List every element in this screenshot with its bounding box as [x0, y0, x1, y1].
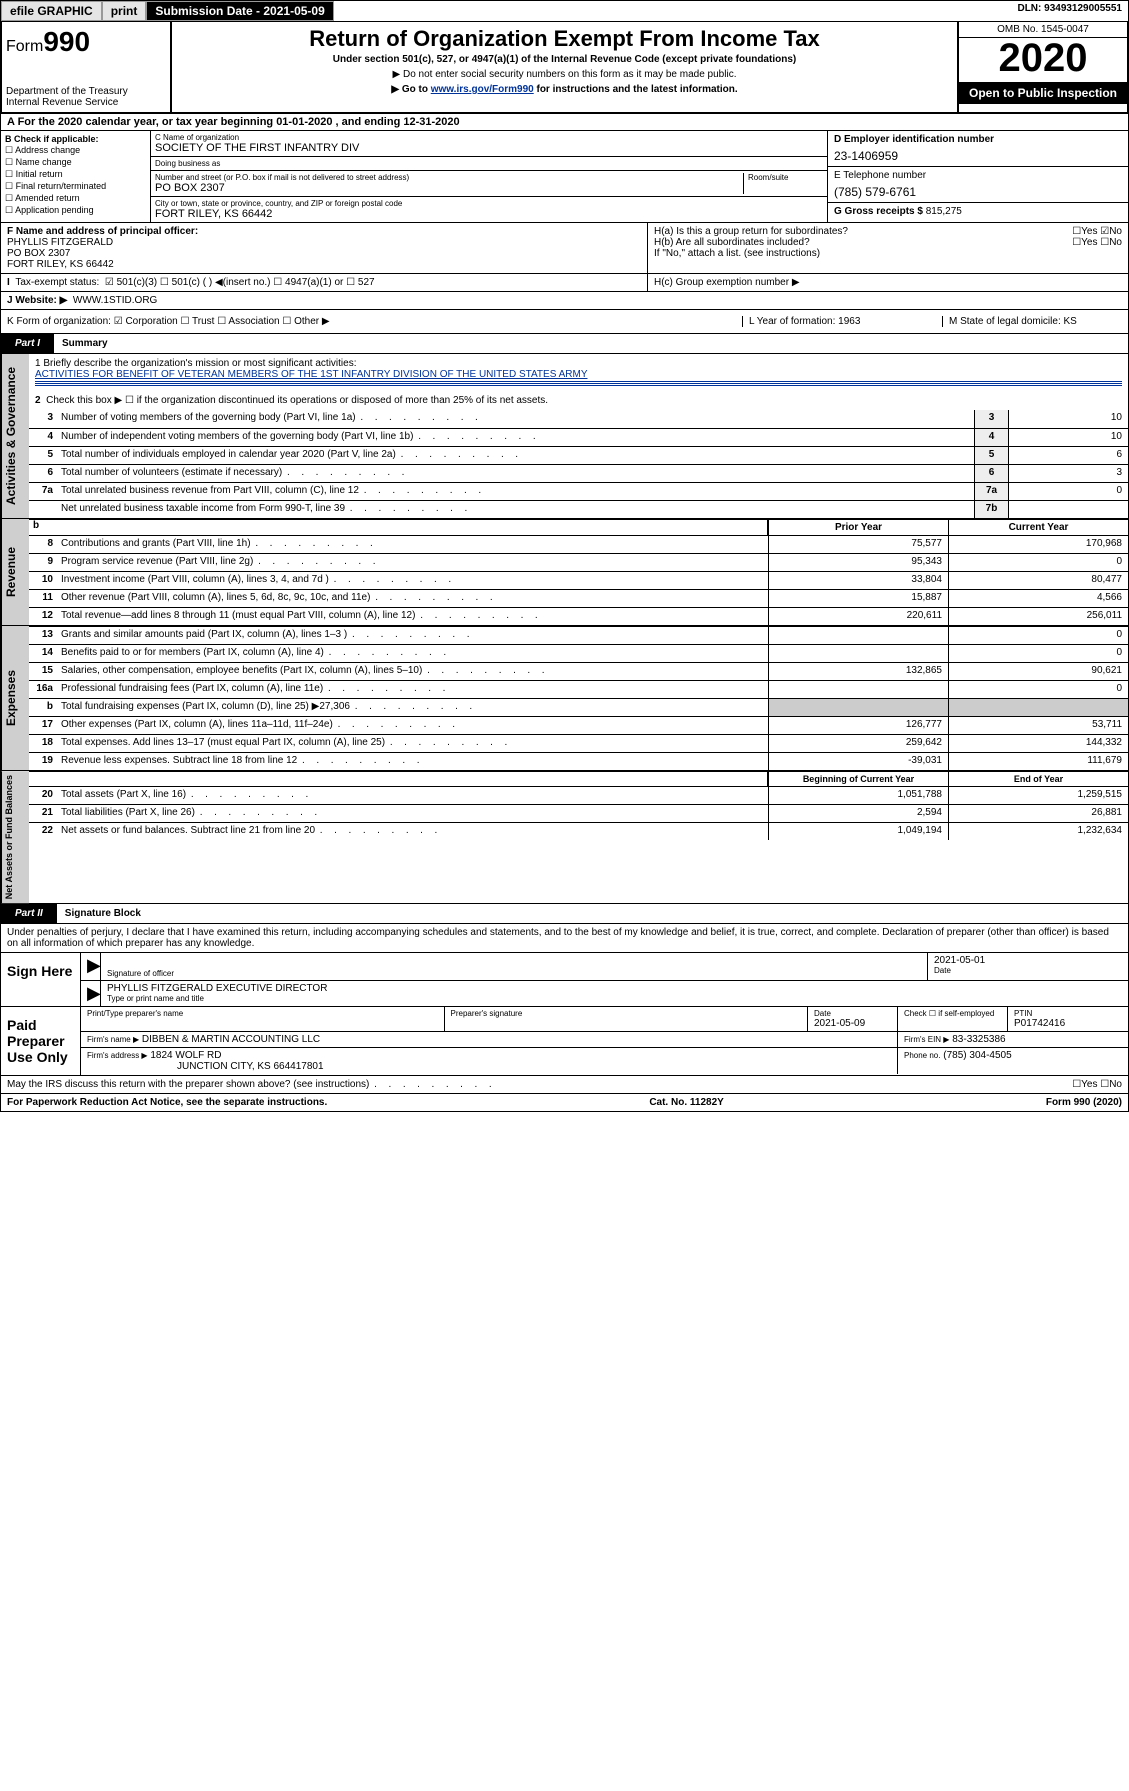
org-name: SOCIETY OF THE FIRST INFANTRY DIV — [155, 142, 823, 154]
paid-preparer-block: Paid Preparer Use Only Print/Type prepar… — [0, 1007, 1129, 1076]
data-line: 18Total expenses. Add lines 13–17 (must … — [29, 734, 1128, 752]
hdr-beginning-year: Beginning of Current Year — [768, 772, 948, 786]
hdr-prior-year: Prior Year — [768, 520, 948, 535]
chk-initial[interactable]: Initial return — [5, 169, 146, 180]
firm-ein: 83-3325386 — [952, 1034, 1005, 1045]
tax-exempt-row: I Tax-exempt status: ☑ 501(c)(3) ☐ 501(c… — [0, 274, 1129, 292]
open-public: Open to Public Inspection — [959, 82, 1127, 104]
form-title: Return of Organization Exempt From Incom… — [178, 26, 951, 52]
website-url: WWW.1STID.ORG — [73, 295, 157, 306]
submission-date: Submission Date - 2021-05-09 — [146, 1, 333, 21]
mission-text: ACTIVITIES FOR BENEFIT OF VETERAN MEMBER… — [35, 369, 1122, 380]
subtitle-1: Under section 501(c), 527, or 4947(a)(1)… — [178, 54, 951, 65]
data-line: 17Other expenses (Part IX, column (A), l… — [29, 716, 1128, 734]
data-line: 12Total revenue—add lines 8 through 11 (… — [29, 607, 1128, 625]
print-button[interactable]: print — [102, 1, 147, 21]
data-line: 20Total assets (Part X, line 16)1,051,78… — [29, 786, 1128, 804]
topbar: efile GRAPHIC print Submission Date - 20… — [0, 0, 1129, 22]
sign-here-block: Sign Here ▶ Signature of officer 2021-05… — [0, 953, 1129, 1007]
hdr-end-year: End of Year — [948, 772, 1128, 786]
gov-line: 4Number of independent voting members of… — [29, 428, 1128, 446]
box-b: B Check if applicable: Address change Na… — [1, 131, 151, 222]
efile-button[interactable]: efile GRAPHIC — [1, 1, 102, 21]
sidetab-governance: Activities & Governance — [1, 354, 29, 518]
gross-receipts: 815,275 — [926, 206, 962, 217]
officer-print-name: PHYLLIS FITZGERALD EXECUTIVE DIRECTOR — [107, 983, 1122, 994]
firm-addr2: JUNCTION CITY, KS 664417801 — [87, 1061, 891, 1072]
city-state-zip: FORT RILEY, KS 66442 — [155, 208, 823, 220]
firm-phone: (785) 304-4505 — [943, 1050, 1011, 1061]
chk-final[interactable]: Final return/terminated — [5, 181, 146, 192]
data-line: 15Salaries, other compensation, employee… — [29, 662, 1128, 680]
data-line: 8Contributions and grants (Part VIII, li… — [29, 535, 1128, 553]
dept-treasury: Department of the Treasury Internal Reve… — [6, 86, 166, 108]
meta-block: B Check if applicable: Address change Na… — [0, 131, 1129, 223]
gov-line: 6Total number of volunteers (estimate if… — [29, 464, 1128, 482]
box-deg: D Employer identification number 23-1406… — [828, 131, 1128, 222]
tax-year: 2020 — [959, 38, 1127, 82]
form-header: Form990 Department of the Treasury Inter… — [0, 22, 1129, 114]
tax-exempt-opts[interactable]: ☑ 501(c)(3) ☐ 501(c) ( ) ◀(insert no.) ☐… — [105, 277, 375, 288]
state-domicile: M State of legal domicile: KS — [942, 316, 1122, 327]
ha-answer[interactable]: ☐Yes ☑No — [1072, 226, 1122, 237]
fh-row: F Name and address of principal officer:… — [0, 223, 1129, 274]
period-line: A For the 2020 calendar year, or tax yea… — [0, 114, 1129, 131]
footer: For Paperwork Reduction Act Notice, see … — [0, 1094, 1129, 1112]
sidetab-expenses: Expenses — [1, 626, 29, 770]
part1-header: Part I Summary — [0, 334, 1129, 354]
chk-name[interactable]: Name change — [5, 157, 146, 168]
officer-name: PHYLLIS FITZGERALD — [7, 237, 641, 248]
year-formation: L Year of formation: 1963 — [742, 316, 942, 327]
dln: DLN: 93493129005551 — [1011, 1, 1128, 21]
data-line: 16aProfessional fundraising fees (Part I… — [29, 680, 1128, 698]
data-line: bTotal fundraising expenses (Part IX, co… — [29, 698, 1128, 716]
hdr-current-year: Current Year — [948, 520, 1128, 535]
data-line: 11Other revenue (Part VIII, column (A), … — [29, 589, 1128, 607]
data-line: 19Revenue less expenses. Subtract line 1… — [29, 752, 1128, 770]
data-line: 10Investment income (Part VIII, column (… — [29, 571, 1128, 589]
hb-answer[interactable]: ☐Yes ☐No — [1072, 237, 1122, 248]
discuss-answer[interactable]: ☐Yes ☐No — [1072, 1079, 1122, 1090]
gov-line: 7aTotal unrelated business revenue from … — [29, 482, 1128, 500]
data-line: 21Total liabilities (Part X, line 26)2,5… — [29, 804, 1128, 822]
perjury-statement: Under penalties of perjury, I declare th… — [0, 924, 1129, 953]
gov-line: 3Number of voting members of the governi… — [29, 410, 1128, 428]
prep-date: 2021-05-09 — [814, 1018, 891, 1029]
chk-amended[interactable]: Amended return — [5, 193, 146, 204]
discuss-row: May the IRS discuss this return with the… — [0, 1076, 1129, 1094]
website-row: J Website: ▶ WWW.1STID.ORG — [0, 292, 1129, 310]
ptin: P01742416 — [1014, 1018, 1122, 1029]
klm-row: K Form of organization: ☑ Corporation ☐ … — [0, 310, 1129, 334]
sidetab-revenue: Revenue — [1, 519, 29, 625]
form-org-type[interactable]: K Form of organization: ☑ Corporation ☐ … — [7, 316, 742, 327]
data-line: 9Program service revenue (Part VIII, lin… — [29, 553, 1128, 571]
data-line: 13Grants and similar amounts paid (Part … — [29, 626, 1128, 644]
telephone: (785) 579-6761 — [834, 185, 1122, 199]
firm-addr1: 1824 WOLF RD — [150, 1050, 221, 1061]
gov-line: Net unrelated business taxable income fr… — [29, 500, 1128, 518]
subtitle-2: ▶ Do not enter social security numbers o… — [178, 69, 951, 80]
sidetab-netassets: Net Assets or Fund Balances — [1, 771, 29, 903]
data-line: 14Benefits paid to or for members (Part … — [29, 644, 1128, 662]
gov-line: 5Total number of individuals employed in… — [29, 446, 1128, 464]
ein: 23-1406959 — [834, 149, 1122, 163]
data-line: 22Net assets or fund balances. Subtract … — [29, 822, 1128, 840]
subtitle-3: ▶ Go to www.irs.gov/Form990 for instruct… — [178, 84, 951, 95]
chk-application[interactable]: Application pending — [5, 205, 146, 216]
part2-header: Part II Signature Block — [0, 904, 1129, 924]
chk-address[interactable]: Address change — [5, 145, 146, 156]
sign-date: 2021-05-01 — [934, 955, 1122, 966]
form-number: Form990 — [6, 26, 166, 58]
irs-link[interactable]: www.irs.gov/Form990 — [431, 84, 534, 95]
box-c: C Name of organization SOCIETY OF THE FI… — [151, 131, 828, 222]
firm-name: DIBBEN & MARTIN ACCOUNTING LLC — [142, 1034, 320, 1045]
street-address: PO BOX 2307 — [155, 182, 743, 194]
